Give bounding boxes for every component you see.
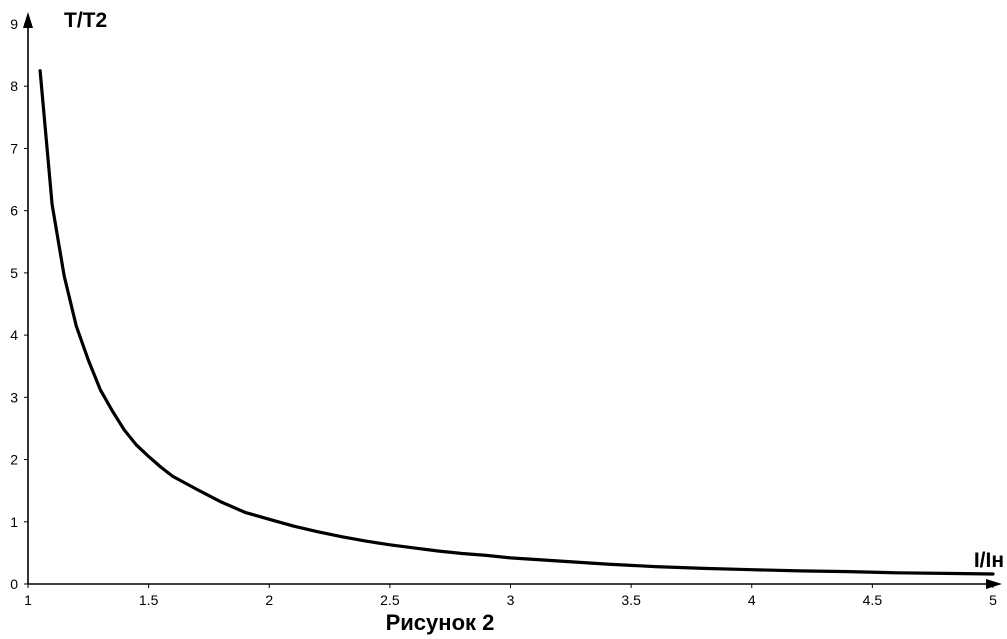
x-tick-label: 1 — [24, 592, 32, 608]
y-tick-label: 1 — [10, 514, 18, 530]
y-axis-arrow — [23, 12, 33, 28]
y-tick-label: 9 — [10, 16, 18, 32]
y-tick-label: 6 — [10, 203, 18, 219]
x-tick-label: 2 — [265, 592, 273, 608]
figure-caption: Рисунок 2 — [386, 610, 495, 635]
y-tick-label: 3 — [10, 389, 18, 405]
series — [38, 69, 995, 576]
y-tick-label: 4 — [10, 327, 18, 343]
series-line — [38, 69, 995, 576]
x-tick-label: 5 — [989, 592, 997, 608]
x-tick-label: 3 — [507, 592, 515, 608]
x-tick-label: 2.5 — [380, 592, 400, 608]
x-tick-label: 4.5 — [863, 592, 883, 608]
y-tick-label: 5 — [10, 265, 18, 281]
x-tick-label: 4 — [748, 592, 756, 608]
x-axis-arrow — [986, 579, 1002, 589]
x-tick-label: 3.5 — [621, 592, 641, 608]
x-axis-title: I/Iн — [974, 549, 1004, 572]
y-tick-label: 2 — [10, 452, 18, 468]
y-tick-label: 0 — [10, 576, 18, 592]
y-axis-title: T/T2 — [64, 9, 107, 32]
axes — [23, 12, 1002, 589]
x-tick-label: 1.5 — [139, 592, 159, 608]
y-tick-label: 7 — [10, 140, 18, 156]
y-tick-label: 8 — [10, 78, 18, 94]
